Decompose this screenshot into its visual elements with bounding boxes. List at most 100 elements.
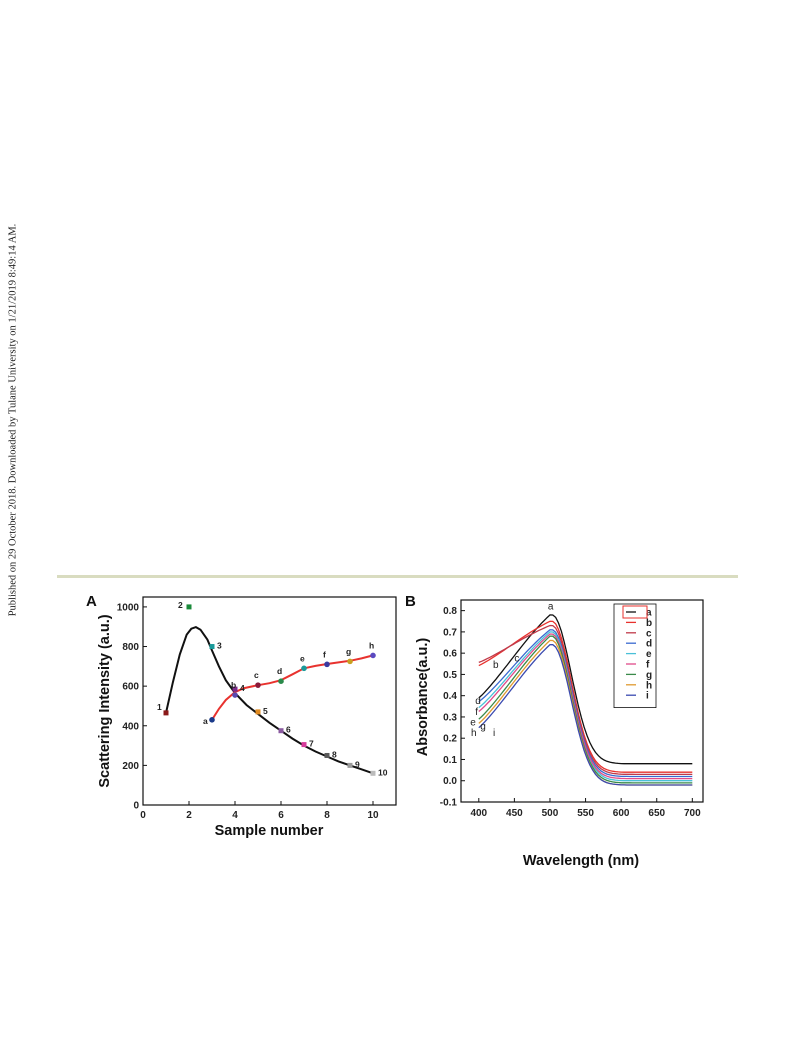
panel-a-frame xyxy=(142,596,397,806)
data-point xyxy=(209,717,215,723)
panel-b-y-ticks: -0.1 0.0 0.1 0.2 0.3 0.4 0.5 0.6 0.7 0.8 xyxy=(440,606,465,809)
panel-b-y-label: Absorbance(a.u.) xyxy=(415,638,431,757)
point-label: c xyxy=(254,670,259,680)
data-point xyxy=(301,665,307,672)
x-tick-label: 0 xyxy=(140,810,146,821)
y-tick-label: 200 xyxy=(122,761,139,772)
x-tick-label: 400 xyxy=(470,808,487,819)
y-tick-label: 0.7 xyxy=(443,627,457,638)
y-tick-label: -0.1 xyxy=(440,798,458,809)
x-tick-label: 650 xyxy=(648,808,665,819)
data-point xyxy=(301,742,307,748)
y-tick-label: 0.3 xyxy=(443,712,457,723)
panel-a-curves xyxy=(165,626,374,775)
x-tick-label: 6 xyxy=(278,810,284,821)
y-tick-label: 400 xyxy=(122,721,139,732)
point-label: 8 xyxy=(332,749,337,759)
point-label: d xyxy=(277,666,282,676)
data-point xyxy=(324,752,330,758)
panel-b-curves xyxy=(478,614,693,786)
data-point xyxy=(232,692,238,698)
x-tick-label: 500 xyxy=(542,808,559,819)
data-point xyxy=(370,770,376,776)
data-point xyxy=(255,709,261,715)
curve-label: a xyxy=(548,602,554,613)
point-label: 6 xyxy=(286,725,291,735)
header-divider xyxy=(57,575,738,578)
point-label: f xyxy=(323,649,326,659)
panel-b-x-label: Wavelength (nm) xyxy=(523,853,639,869)
y-tick-label: 1000 xyxy=(117,602,140,613)
legend-label: d xyxy=(646,639,652,650)
point-label: e xyxy=(300,653,305,663)
curve-label: c xyxy=(514,654,519,665)
y-tick-label: 800 xyxy=(122,642,139,653)
legend-label: f xyxy=(646,660,650,671)
curve-label: i xyxy=(493,728,495,739)
curve-label: h xyxy=(471,728,477,739)
point-label: 5 xyxy=(263,706,268,716)
legend-label: g xyxy=(646,670,652,681)
legend-label: e xyxy=(646,649,652,660)
panel-a-y-label: Scattering Intensity (a.u.) xyxy=(97,614,113,787)
data-point xyxy=(163,710,169,716)
point-label: 2 xyxy=(178,600,183,610)
series-line xyxy=(478,633,693,780)
x-tick-label: 2 xyxy=(186,810,192,821)
series-line xyxy=(165,626,374,775)
panel-a-x-ticks: 0 2 4 6 8 10 xyxy=(140,801,379,821)
data-point xyxy=(186,604,192,610)
point-label: 3 xyxy=(217,641,222,651)
curve-label: f xyxy=(475,707,478,718)
y-tick-label: 0.8 xyxy=(443,606,457,617)
x-tick-label: 450 xyxy=(506,808,523,819)
data-point xyxy=(324,661,330,668)
curve-label: e xyxy=(470,717,476,728)
point-label: a xyxy=(203,716,208,726)
point-label: 9 xyxy=(355,759,360,769)
x-tick-label: 8 xyxy=(324,810,330,821)
panel-b: B -0.1 0.0 0.1 0.2 0.3 0.4 0.5 0.6 0.7 0.8 400 450… xyxy=(405,593,704,869)
point-label: 1 xyxy=(157,702,162,712)
legend-label: a xyxy=(646,608,652,619)
data-point xyxy=(347,658,353,665)
legend-label: b xyxy=(646,618,652,629)
point-label: h xyxy=(369,640,374,650)
y-tick-label: 0.0 xyxy=(443,776,457,787)
data-point xyxy=(232,686,238,692)
x-tick-label: 10 xyxy=(367,810,379,821)
panel-a-y-ticks: 0 200 400 600 800 1000 xyxy=(117,602,147,812)
panel-a-letter: A xyxy=(86,593,97,610)
y-tick-label: 0.6 xyxy=(443,649,457,660)
y-tick-label: 600 xyxy=(122,682,139,693)
panel-b-letter: B xyxy=(405,593,416,610)
point-label: g xyxy=(346,646,351,656)
series-line xyxy=(478,631,693,782)
x-tick-label: 600 xyxy=(613,808,630,819)
point-label: 4 xyxy=(240,683,245,693)
y-tick-label: 0.4 xyxy=(443,691,457,702)
data-point xyxy=(255,682,261,688)
x-tick-label: 4 xyxy=(232,810,238,821)
series-line xyxy=(478,624,693,776)
curve-label: d xyxy=(475,696,481,707)
data-point xyxy=(278,728,284,734)
point-label: 7 xyxy=(309,739,314,749)
data-point xyxy=(209,644,215,650)
y-tick-label: 0.1 xyxy=(443,755,457,766)
series-line xyxy=(211,654,374,721)
curve-label: g xyxy=(480,722,486,733)
data-point xyxy=(370,652,376,659)
y-tick-label: 0.5 xyxy=(443,670,457,681)
panel-b-x-ticks: 400 450 500 550 600 650 700 xyxy=(470,798,701,819)
curve-label: b xyxy=(493,660,499,671)
series-line xyxy=(478,644,693,786)
data-point xyxy=(347,762,353,768)
x-tick-label: 700 xyxy=(684,808,701,819)
point-label: b xyxy=(231,680,236,690)
legend-label: h xyxy=(646,680,652,691)
